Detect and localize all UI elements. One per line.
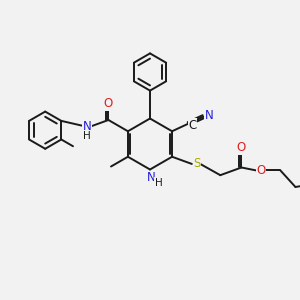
Text: O: O	[237, 142, 246, 154]
Text: H: H	[154, 178, 162, 188]
Text: N: N	[204, 109, 213, 122]
Text: O: O	[256, 164, 266, 177]
Text: H: H	[83, 130, 91, 141]
Text: N: N	[147, 171, 156, 184]
Text: O: O	[104, 97, 113, 110]
Text: S: S	[194, 158, 201, 170]
Text: N: N	[83, 120, 92, 133]
Text: C: C	[188, 118, 196, 132]
